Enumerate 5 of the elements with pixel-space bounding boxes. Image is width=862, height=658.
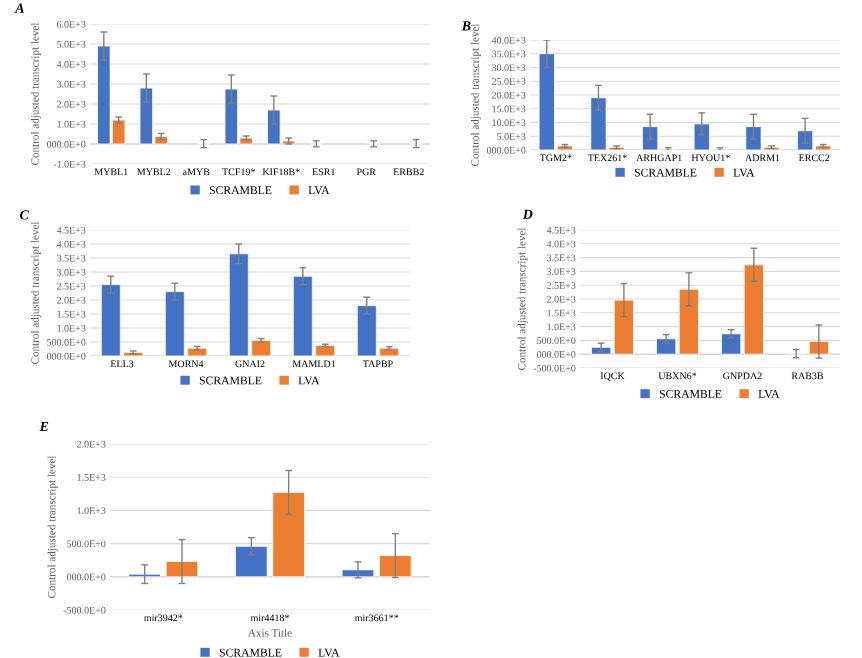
bar: [165, 561, 199, 578]
bar: [235, 545, 268, 578]
bar: [272, 492, 305, 578]
bar: [379, 555, 412, 578]
bar: [341, 569, 375, 578]
